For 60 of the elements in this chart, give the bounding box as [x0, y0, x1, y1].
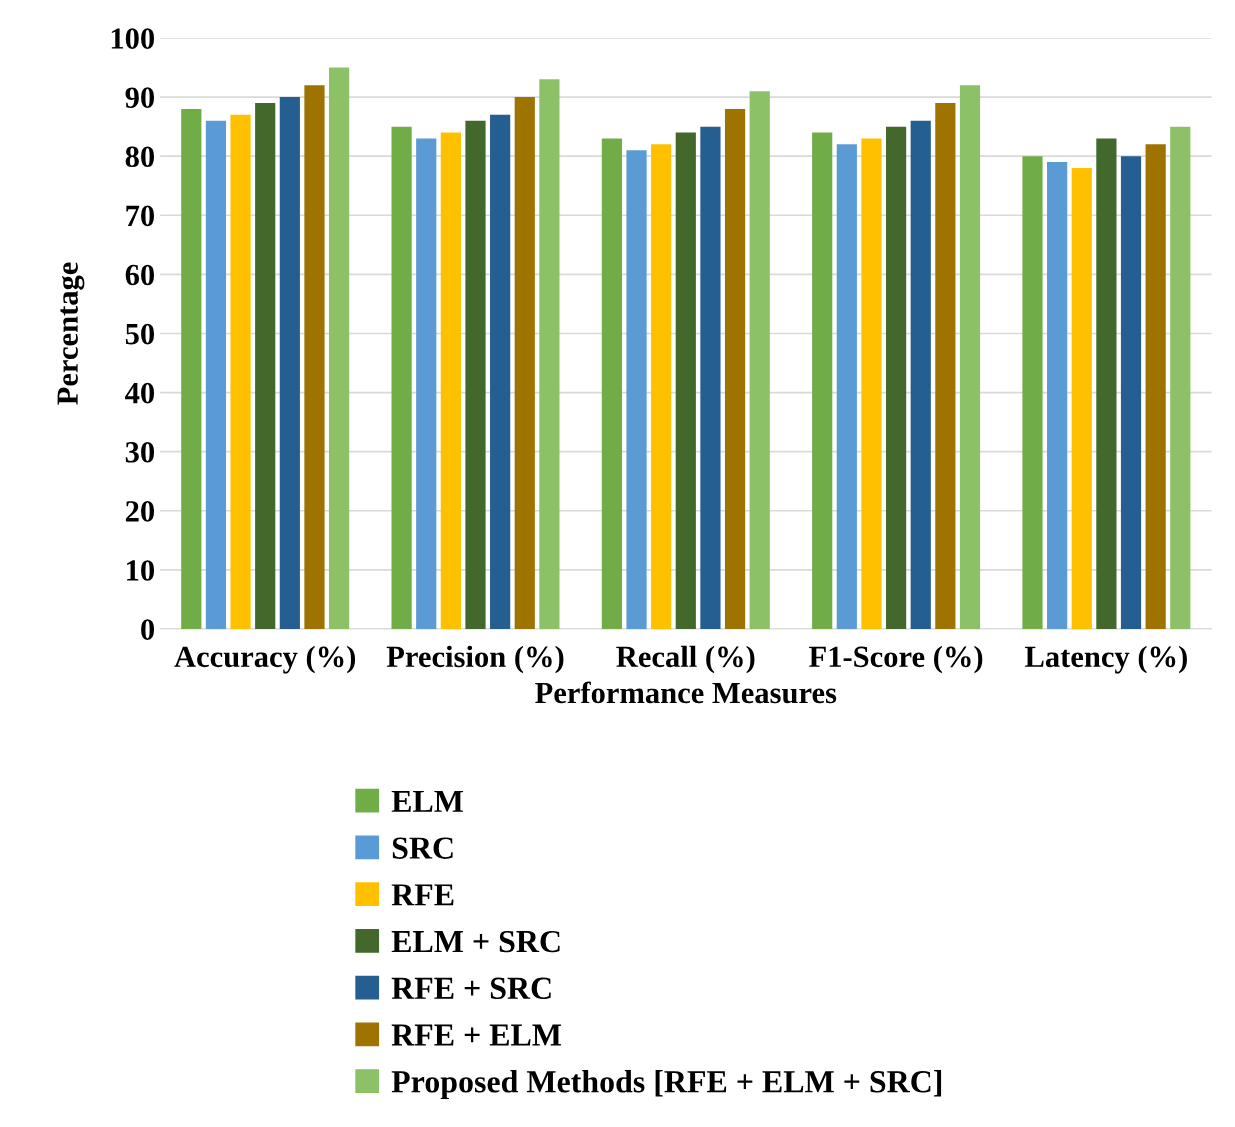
y-tick-label: 70 [126, 205, 155, 227]
bar [861, 138, 882, 629]
y-tick-label: 60 [125, 264, 155, 286]
x-tick-label: Precision (%) [386, 645, 564, 674]
bar [514, 97, 535, 629]
bar [465, 120, 486, 629]
bar [749, 91, 770, 629]
bar [935, 102, 956, 629]
legend-label: SRC [392, 837, 453, 859]
x-tick-label: Accuracy (%) [174, 645, 356, 674]
y-tick-label: 50 [125, 323, 155, 345]
bar [1096, 138, 1117, 629]
bar [1120, 156, 1142, 629]
bar [1047, 162, 1068, 629]
legend-label: RFE [391, 884, 454, 906]
bar [230, 114, 251, 629]
bar [329, 67, 350, 629]
bar [490, 114, 511, 629]
bar [885, 126, 907, 629]
legend-label: RFE + SRC [391, 977, 551, 1000]
bar [959, 85, 981, 629]
bar [910, 120, 931, 629]
bar [836, 144, 857, 629]
bar [1170, 126, 1191, 629]
x-tick-label: Recall (%) [616, 645, 755, 674]
x-tick-label: F1-Score (%) [809, 645, 983, 674]
bar [626, 150, 647, 629]
y-tick-label: 40 [125, 382, 155, 404]
bar [304, 85, 325, 629]
bar [205, 120, 227, 629]
bar [651, 144, 672, 629]
y-tick-label: 100 [111, 28, 155, 49]
bar [440, 132, 461, 629]
bar [181, 108, 202, 629]
y-tick-label: 10 [127, 560, 155, 581]
legend-label: ELM [391, 790, 464, 812]
bar [255, 102, 276, 629]
bar [700, 126, 721, 629]
bar [724, 108, 746, 629]
legend-label: Proposed Methods [RFE + ELM + SRC] [391, 1070, 942, 1100]
bar [391, 126, 412, 629]
y-tick-label: 0 [141, 619, 155, 640]
bar [601, 138, 622, 629]
bar [279, 97, 300, 629]
bar [675, 132, 696, 629]
bar [1145, 144, 1166, 629]
bar [1022, 156, 1043, 629]
y-tick-label: 80 [125, 146, 155, 168]
y-tick-label: 30 [125, 441, 155, 463]
bar [416, 138, 437, 629]
legend-label: ELM + SRC [391, 930, 560, 953]
x-axis-title: Performance Measures [535, 681, 837, 704]
y-tick-label: 90 [125, 87, 155, 108]
y-tick-label: 20 [125, 501, 155, 522]
x-tick-label: Latency (%) [1025, 645, 1187, 674]
y-axis-title: Percentage [57, 262, 85, 405]
bar [812, 132, 833, 629]
bar [539, 79, 560, 629]
bar [1071, 168, 1092, 629]
legend-label: RFE + ELM [391, 1024, 562, 1046]
